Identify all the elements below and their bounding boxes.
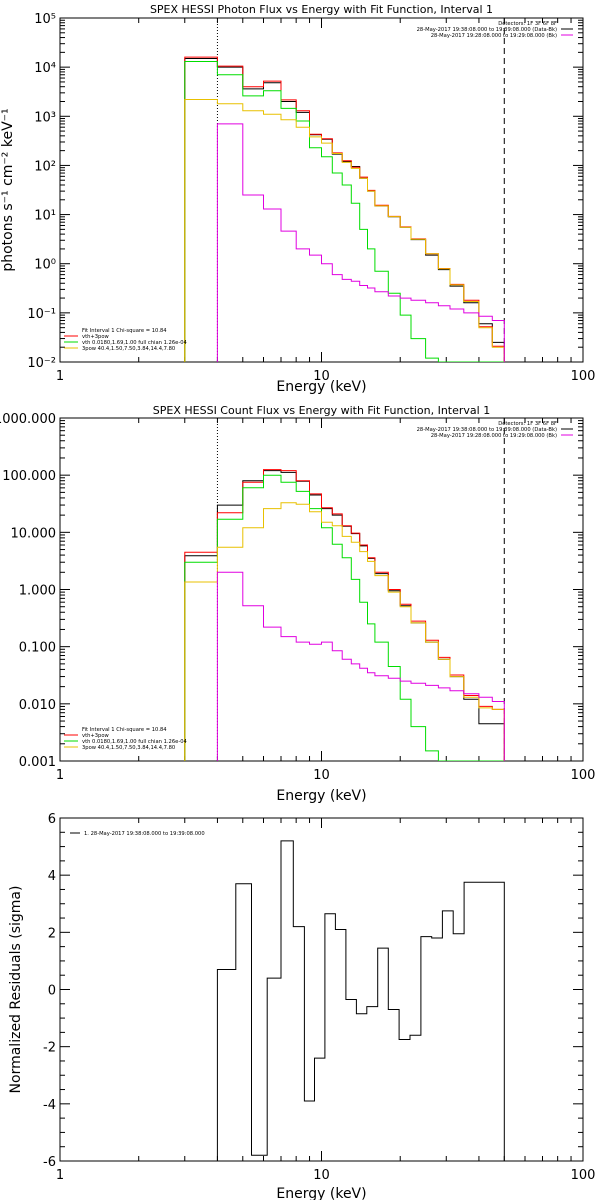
chart-title: SPEX HESSI Count Flux vs Energy with Fit… [153,404,490,417]
chart-panel-2: 1 10 100 0.001 0.010 0.100 1.000 10.000 100.000 1… [0,404,595,804]
legend-top-left: 1. 28-May-2017 19:38:08.000 to 19:39:08.… [70,831,205,837]
series-line-vth+3pow [184,56,505,362]
chart-panel-3: 1 10 100 -6 -4 -2 0 2 4 6 Energy (keV) Normalized R… [8,812,595,1200]
series-line-3pow [184,502,505,761]
y-tick-label: 0.010 [19,698,56,713]
y-tick-label: -2 [43,1041,56,1056]
legend-bottom-left: Fit Interval 1 Chi-square = 10.84vth+3po… [64,727,187,751]
legend-entry: 28-May-2017 19:28:08.000 to 19:29:08.000… [431,433,557,439]
series-line-data [184,470,505,761]
legend-entry: vth+3pow [82,334,110,340]
y-tick-label: 0.001 [19,755,56,770]
x-tick-label: 100 [571,768,596,783]
legend-entry: 28-May-2017 19:28:08.000 to 19:29:08.000… [431,33,557,39]
y-axis-label: Normalized Residuals (sigma) [8,886,24,1094]
x-axis-label: Energy (keV) [276,1186,366,1200]
legend-entry: Detectors: 1F 3F 6F 8F [498,21,557,27]
plot-area [184,18,505,362]
legend-entry: 3pow 40.4,1.50,7.50,3.84,14.4,7.80 [82,745,175,751]
plot-area [216,840,505,1161]
y-tick-label: 10⁵ [34,12,56,27]
x-axis-ticks [59,18,584,362]
y-tick-label: 10⁰ [34,258,56,273]
y-tick-label: 10² [34,159,56,174]
y-tick-label: -6 [43,1155,56,1170]
x-tick-label: 10 [313,369,330,384]
series-line-residuals [216,840,505,1161]
legend-entry: vth+3pow [82,733,110,739]
legend-entry: 1. 28-May-2017 19:38:08.000 to 19:39:08.… [84,831,205,837]
y-tick-label: -4 [43,1098,56,1113]
legend-entry: vth 0.0180,1.69,1.00 full chian 1.26e-04 [82,340,187,346]
y-tick-label: 0.100 [19,641,56,656]
series-line-3pow [184,99,505,362]
y-tick-label: 10¹ [34,209,56,224]
series-line-vth+3pow [184,469,505,761]
legend-entry: vth 0.0180,1.69,1.00 full chian 1.26e-04 [82,739,187,745]
chart-title: SPEX HESSI Photon Flux vs Energy with Fi… [150,3,493,16]
x-tick-label: 1 [56,1168,64,1183]
y-tick-label: 10⁴ [34,61,56,76]
x-tick-label: 1 [56,369,64,384]
legend-entry: 28-May-2017 19:38:08.000 to 19:39:08.000… [417,427,557,433]
y-axis-ticks [60,817,583,1162]
plot-area [184,418,505,761]
y-tick-label: 4 [48,869,56,884]
chart-panel-1: 1 10 100 10⁻² 10⁻¹ 10⁰ 10¹ 10² 10³ 10⁴ 10⁵ SPEX HES… [0,3,595,395]
legend-entry: Detectors: 1F 3F 6F 8F [498,421,557,427]
series-line-vth [184,61,505,362]
y-axis-ticks [60,19,583,363]
x-tick-label: 10 [313,768,330,783]
legend-entry: 3pow 40.4,1.50,7.50,3.84,14.4,7.80 [82,346,175,352]
y-tick-label: 10.000 [11,526,57,541]
y-axis-label: photons s⁻¹ cm⁻² keV⁻¹ [0,108,16,271]
y-tick-label: 2 [48,926,56,941]
series-line-Bk [216,571,505,761]
legend-entry: Fit Interval 1 Chi-square = 10.84 [82,328,167,334]
x-tick-label: 100 [571,369,596,384]
y-tick-label: 0 [48,984,56,999]
x-axis-label: Energy (keV) [276,788,366,804]
legend-bottom-left: Fit Interval 1 Chi-square = 10.84vth+3po… [64,328,187,352]
y-tick-label: 1.000 [19,584,56,599]
y-tick-label: 10⁻¹ [27,307,56,322]
series-line-vth [184,474,505,761]
y-tick-label: 100.000 [2,469,56,484]
series-line-Bk [216,123,505,362]
legend-entry: Fit Interval 1 Chi-square = 10.84 [82,727,167,733]
y-axis-ticks [60,420,583,762]
x-tick-label: 100 [571,1168,596,1183]
x-axis-label: Energy (keV) [276,379,366,395]
y-tick-label: 6 [48,812,56,827]
x-tick-label: 1 [56,768,64,783]
legend-entry: 28-May-2017 19:38:08.000 to 19:39:08.000… [417,27,557,33]
y-tick-label: 10⁻² [27,356,56,371]
x-tick-label: 10 [313,1168,330,1183]
y-tick-label: 1000.000 [0,412,56,427]
y-tick-label: 10³ [34,110,56,125]
